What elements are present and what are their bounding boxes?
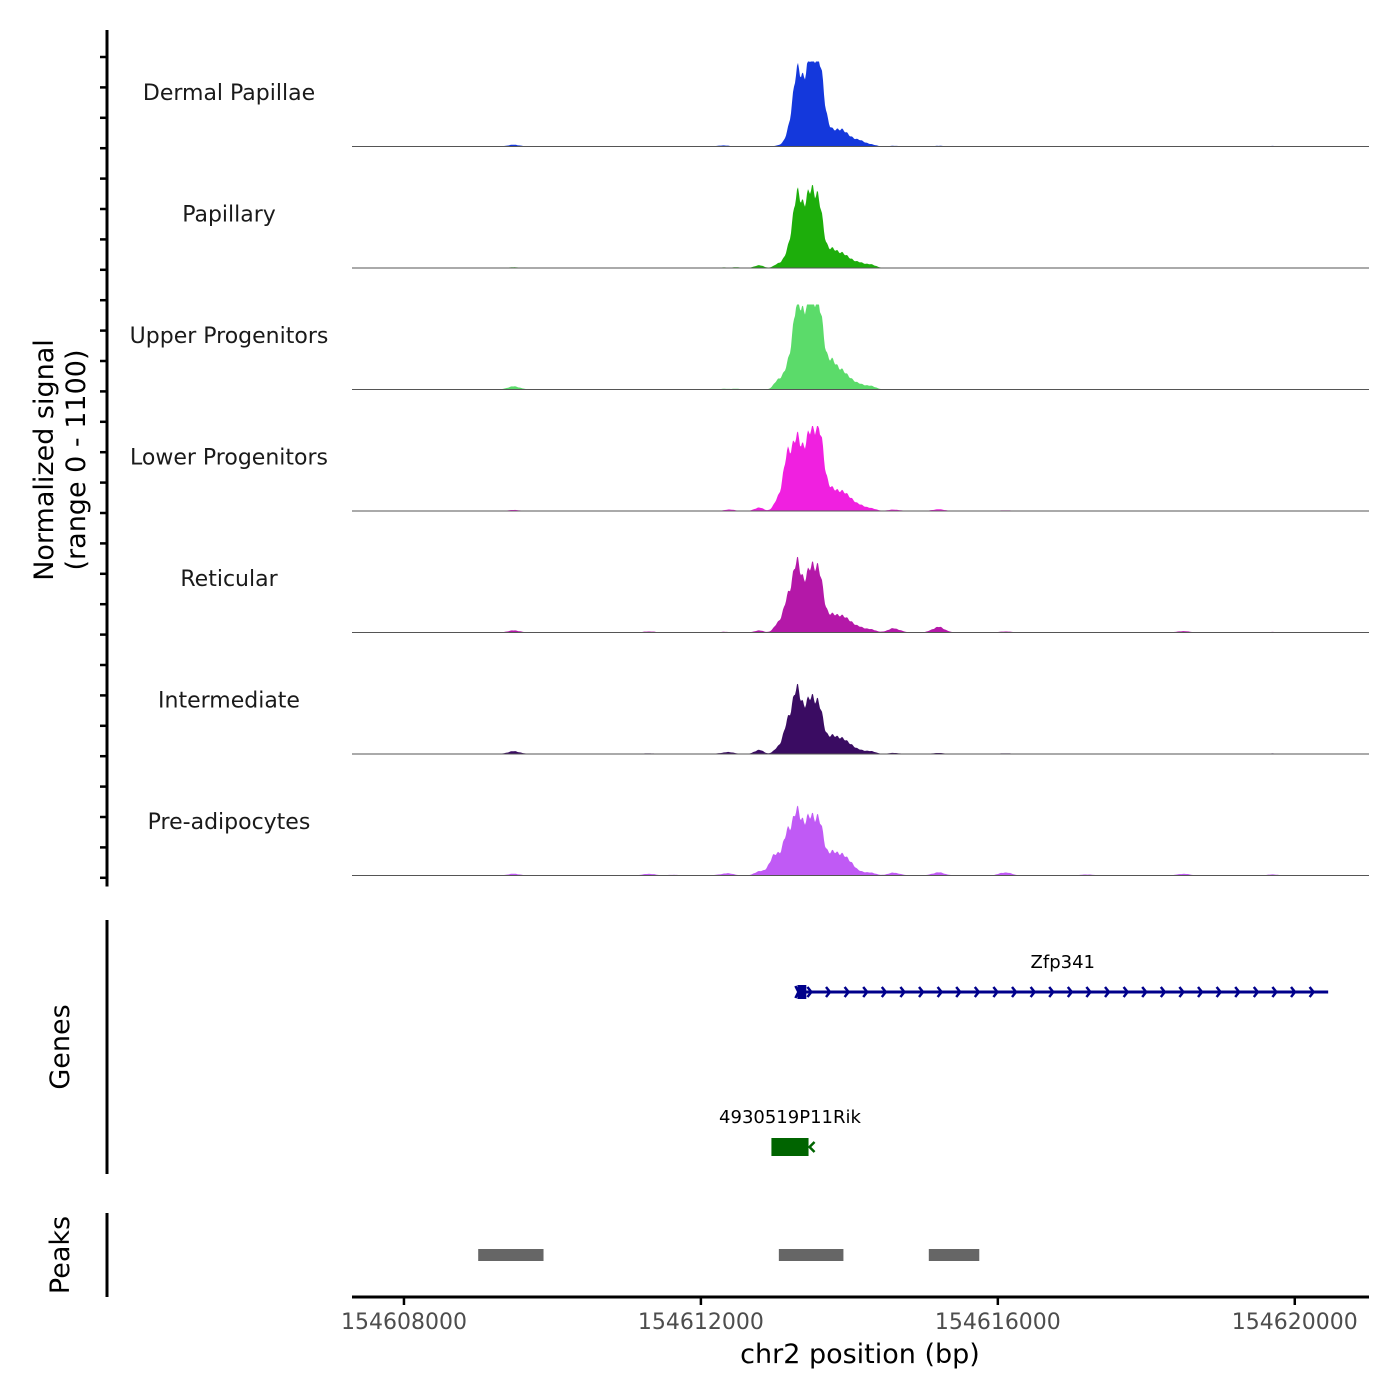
coverage-area xyxy=(352,556,1369,633)
strand-arrow xyxy=(918,986,925,998)
track-reticular: Reticular xyxy=(180,556,1369,633)
x-axis-tick-label: 154616000 xyxy=(935,1310,1061,1335)
x-axis-tick-label: 154620000 xyxy=(1232,1310,1358,1335)
coverage-area xyxy=(352,805,1369,876)
coverage-area xyxy=(352,61,1369,147)
strand-arrow xyxy=(1215,986,1223,998)
coverage-area xyxy=(352,426,1369,511)
strand-arrow xyxy=(806,986,814,998)
strand-arrow xyxy=(1141,986,1148,998)
strand-arrow xyxy=(1178,986,1186,998)
coverage-area xyxy=(352,683,1369,754)
x-axis-tick-label: 154612000 xyxy=(638,1310,764,1335)
gene-zfp341: Zfp341 xyxy=(794,952,1329,999)
track-lower-progenitors: Lower Progenitors xyxy=(130,426,1369,512)
strand-arrow xyxy=(1122,986,1130,998)
track-papillary: Papillary xyxy=(182,184,1369,269)
track-label: Reticular xyxy=(180,567,278,592)
track-label: Dermal Papillae xyxy=(143,81,315,106)
x-axis-tick-label: 154608000 xyxy=(341,1310,467,1335)
strand-arrow xyxy=(1271,986,1279,998)
signal-axis-label: Normalized signal (range 0 - 1100) xyxy=(29,339,92,581)
strand-arrow xyxy=(807,1141,816,1153)
strand-arrow xyxy=(1029,986,1037,998)
strand-arrow xyxy=(1197,986,1204,998)
gene-exon xyxy=(771,1138,809,1156)
strand-arrow xyxy=(992,986,1000,998)
strand-arrow xyxy=(1308,986,1316,998)
strand-arrow xyxy=(825,986,832,998)
strand-arrow xyxy=(1290,986,1297,998)
strand-arrow xyxy=(955,986,962,998)
signal-axis xyxy=(100,30,109,887)
signal-axis-label-line2: (range 0 - 1100) xyxy=(61,350,92,571)
x-axis: 154608000 154612000 154616000 154620000 xyxy=(341,1297,1358,1335)
gene-label: 4930519P11Rik xyxy=(719,1107,861,1128)
peak-region xyxy=(778,1249,844,1261)
peak-regions xyxy=(478,1249,980,1261)
track-upper-progenitors: Upper Progenitors xyxy=(130,304,1369,390)
track-pre-adipocytes: Pre-adipocytes xyxy=(148,805,1369,876)
strand-arrow xyxy=(936,986,944,998)
track-intermediate: Intermediate xyxy=(158,683,1369,755)
track-label: Upper Progenitors xyxy=(130,324,329,349)
strand-arrow xyxy=(1104,986,1111,998)
coverage-area xyxy=(352,184,1369,268)
track-label: Papillary xyxy=(182,203,276,228)
strand-arrow xyxy=(973,986,981,998)
gene-annotations: Zfp341 4930519P11Rik xyxy=(719,952,1329,1156)
gene-label: Zfp341 xyxy=(1031,952,1095,973)
signal-axis-label-line1: Normalized signal xyxy=(29,339,60,581)
strand-arrow xyxy=(1011,986,1018,998)
track-dermal-papillae: Dermal Papillae xyxy=(143,61,1369,147)
peak-region xyxy=(928,1249,980,1261)
track-label: Lower Progenitors xyxy=(130,446,328,471)
strand-arrow xyxy=(1252,986,1260,998)
strand-arrow xyxy=(899,986,907,998)
peaks-axis-label: Peaks xyxy=(45,1216,76,1294)
strand-arrow xyxy=(843,986,851,998)
genes-axis-label: Genes xyxy=(45,1004,76,1089)
coverage-area xyxy=(352,304,1369,390)
strand-arrow xyxy=(1085,986,1093,998)
gene-exon xyxy=(797,985,807,999)
track-label: Intermediate xyxy=(158,689,300,714)
strand-arrow xyxy=(1048,986,1055,998)
strand-arrow xyxy=(862,986,869,998)
strand-arrow xyxy=(1234,986,1241,998)
gene-start-mark xyxy=(794,985,803,999)
coverage-tracks: Dermal Papillae Papillary Upper Progenitor… xyxy=(130,61,1369,876)
track-label: Pre-adipocytes xyxy=(148,810,311,835)
peak-region xyxy=(478,1249,544,1261)
strand-arrow xyxy=(1159,986,1167,998)
strand-arrow xyxy=(880,986,888,998)
gene-4930519p11rik: 4930519P11Rik xyxy=(719,1107,861,1156)
strand-arrow xyxy=(1066,986,1074,998)
x-axis-label: chr2 position (bp) xyxy=(740,1339,980,1370)
